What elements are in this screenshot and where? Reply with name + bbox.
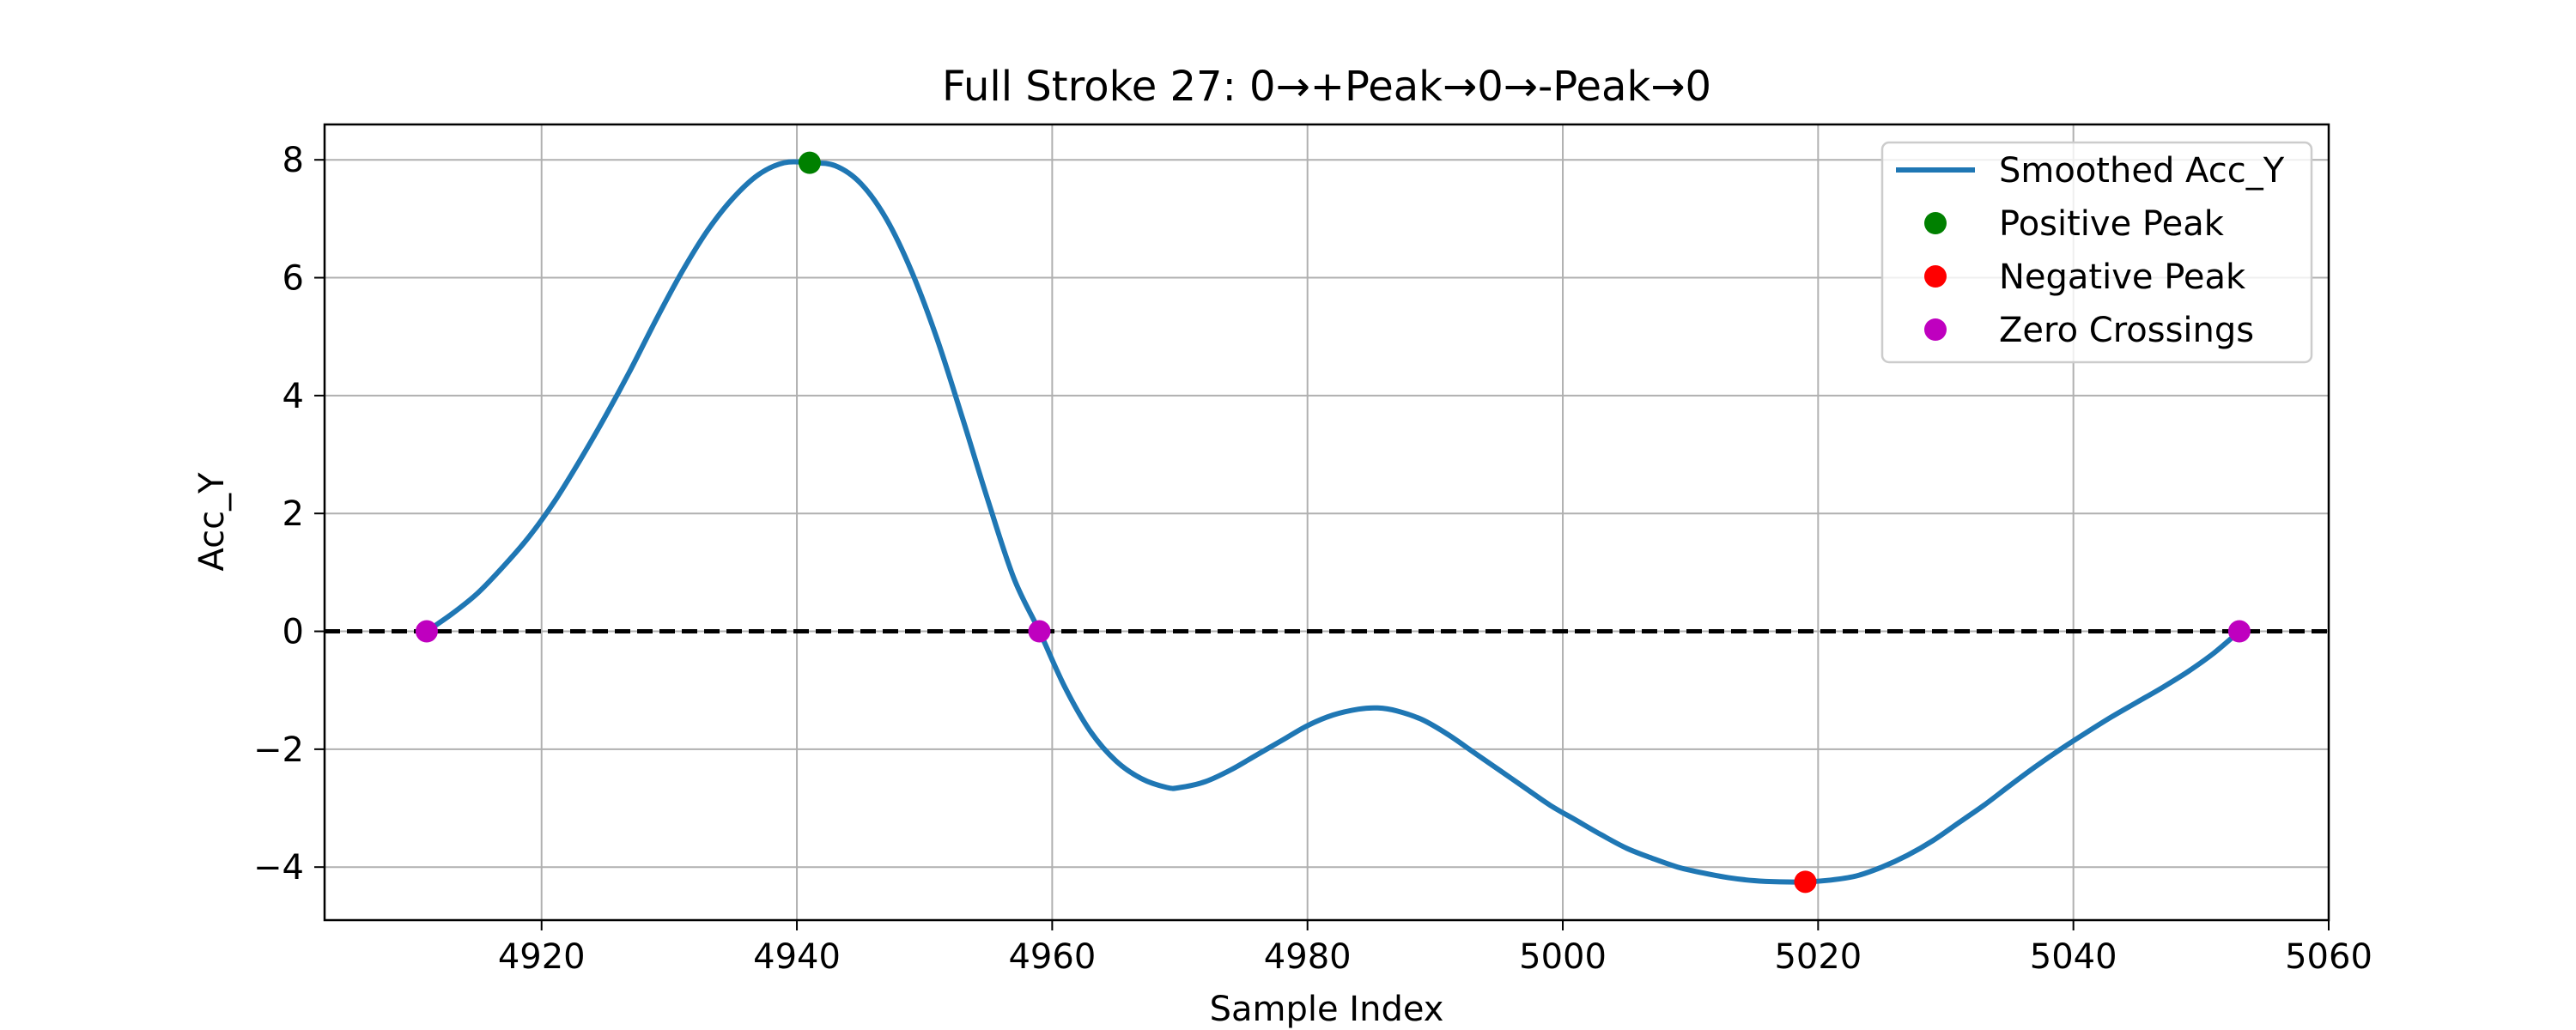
plot-frame (323, 123, 2330, 922)
series-line-smoothed-acc-y (423, 159, 2242, 885)
y-tick-label: 4 (283, 377, 304, 416)
y-tick-label: −2 (253, 730, 304, 770)
legend-marker-positive-peak (1924, 212, 1947, 234)
x-tick-label: 4920 (498, 937, 586, 977)
y-axis-title: Acc_Y (192, 472, 232, 572)
legend-label-positive-peak: Positive Peak (1999, 204, 2225, 244)
y-tick-label: 8 (283, 141, 304, 180)
y-tick-label: 2 (283, 494, 304, 534)
x-tick-label: 5000 (1519, 937, 1607, 977)
point-zero-crossings (415, 620, 438, 643)
x-tick-label: 4960 (1008, 937, 1096, 977)
x-tick-label: 5040 (2030, 937, 2117, 977)
x-tick-label: 5060 (2285, 937, 2372, 977)
chart-title: Full Stroke 27: 0→+Peak→0→-Peak→0 (942, 63, 1711, 111)
x-tick-label: 5020 (1774, 937, 1862, 977)
legend: Smoothed Acc_Y Positive Peak Negative Pe… (1880, 141, 2313, 364)
y-tick-label: 0 (283, 613, 304, 652)
point-zero-crossings (1028, 620, 1051, 643)
y-tick-label: −4 (253, 848, 304, 888)
point-positive-peak (798, 151, 821, 174)
legend-marker-negative-peak (1924, 265, 1947, 288)
x-tick-label: 4980 (1264, 937, 1352, 977)
y-axis: −4 −2 0 2 4 6 8 (253, 141, 325, 888)
legend-box (1880, 141, 2313, 364)
x-axis-title: Sample Index (1210, 990, 1444, 1029)
legend-label-negative-peak: Negative Peak (1999, 258, 2246, 297)
point-zero-crossings (2227, 620, 2251, 643)
x-tick-label: 4940 (753, 937, 841, 977)
point-negative-peak (1794, 870, 1817, 894)
series-layer (423, 159, 2242, 885)
legend-marker-zero-crossings (1924, 318, 1947, 341)
legend-label-smoothed: Smoothed Acc_Y (1999, 151, 2285, 191)
legend-label-zero-crossings: Zero Crossings (1999, 311, 2254, 350)
marker-layer (415, 151, 2251, 894)
y-tick-label: 6 (283, 259, 304, 299)
x-axis: 4920 4940 4960 4980 5000 5020 5040 5060 (498, 920, 2372, 977)
